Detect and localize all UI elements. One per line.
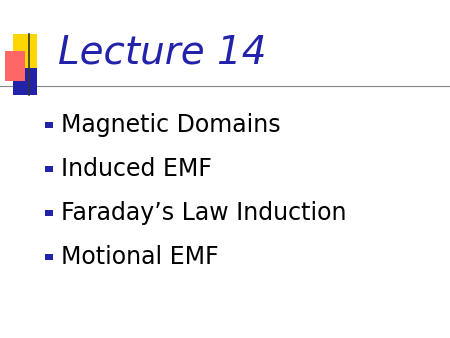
- Text: Magnetic Domains: Magnetic Domains: [61, 113, 280, 137]
- Bar: [45, 210, 53, 216]
- Text: Motional EMF: Motional EMF: [61, 245, 218, 269]
- Bar: [45, 122, 53, 128]
- Bar: [45, 166, 53, 172]
- Text: Lecture 14: Lecture 14: [58, 33, 267, 71]
- Bar: [13, 68, 37, 95]
- Bar: [13, 34, 37, 68]
- Bar: [45, 254, 53, 260]
- Text: Faraday’s Law Induction: Faraday’s Law Induction: [61, 201, 346, 225]
- Bar: [4, 51, 25, 81]
- Text: Induced EMF: Induced EMF: [61, 157, 211, 181]
